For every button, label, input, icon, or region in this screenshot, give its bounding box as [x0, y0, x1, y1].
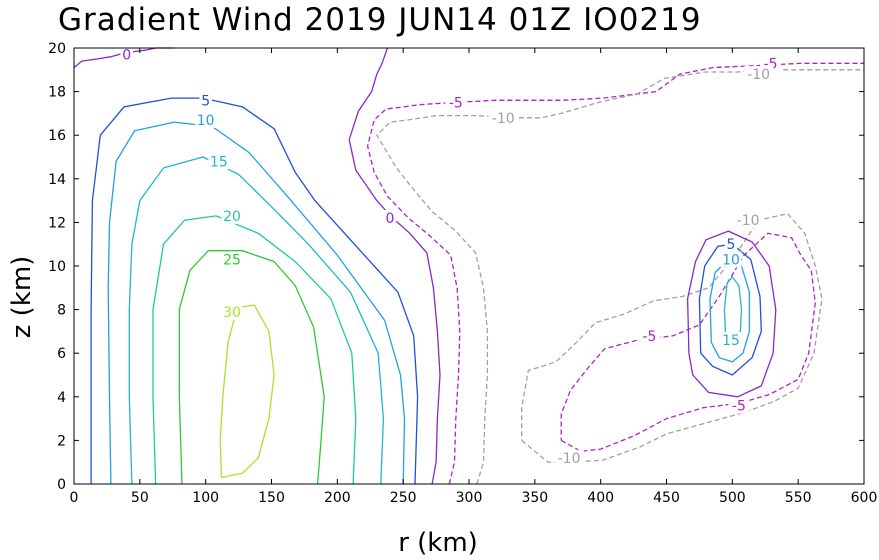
contour-line	[348, 47, 441, 485]
contour-label-bg	[638, 327, 660, 344]
contour-line	[698, 243, 762, 376]
contour-label-bg	[724, 236, 738, 253]
contour-label: 0	[122, 48, 131, 64]
contour-label-bg	[554, 449, 584, 466]
y-axis-label: z (km)	[7, 256, 37, 339]
contour-line	[560, 232, 816, 452]
contour-label-bg	[221, 251, 243, 268]
contour-label: 5	[727, 237, 736, 253]
y-tick-label: 16	[48, 128, 66, 144]
contour-label-bg	[445, 94, 467, 111]
contour-label-bg	[488, 109, 518, 126]
contour-line	[686, 230, 777, 398]
contour-label: 5	[201, 93, 210, 109]
x-tick-label: 300	[456, 490, 483, 506]
contour-label: 30	[223, 305, 241, 321]
x-tick-label: 0	[70, 490, 79, 506]
contour-line	[128, 156, 385, 485]
chart-title: Gradient Wind 2019 JUN14 01Z IO0219	[58, 2, 702, 38]
y-axis-ticks: 0 2 4 6 8 10 12 14 16 18 20	[48, 41, 864, 493]
contour-label-bg	[120, 46, 133, 63]
contour-label-bg	[720, 251, 742, 268]
contour-line	[178, 250, 325, 485]
y-tick-label: 4	[57, 390, 66, 406]
contour-label-bg	[221, 207, 243, 224]
contour-label: -10	[492, 111, 515, 127]
contour-line	[521, 212, 823, 463]
y-tick-label: 10	[48, 259, 66, 275]
contour-label: 15	[210, 154, 228, 170]
x-tick-label: 100	[192, 490, 219, 506]
contour-label-bg	[728, 397, 750, 414]
contour-label-bg	[199, 92, 212, 109]
contour-label: -5	[732, 399, 746, 415]
contour-label: -10	[737, 213, 760, 229]
y-tick-label: 18	[48, 85, 66, 101]
y-tick-label: 12	[48, 215, 66, 231]
x-axis-label: r (km)	[398, 528, 478, 558]
x-tick-label: 250	[390, 490, 417, 506]
contour-line	[366, 62, 864, 485]
contour-label: 10	[722, 252, 740, 268]
x-tick-label: 350	[521, 490, 548, 506]
y-tick-label: 6	[57, 346, 66, 362]
contour-label: 10	[197, 113, 215, 129]
x-tick-label: 200	[324, 490, 351, 506]
contour-label-bg	[383, 210, 397, 227]
x-tick-label: 600	[851, 490, 878, 506]
contour-label: 0	[386, 211, 395, 227]
x-tick-label: 450	[653, 490, 680, 506]
contour-label: 25	[223, 252, 241, 268]
x-axis-ticks: 0 50 100 150 200 250 300 350 400 450 500 550 600	[70, 48, 878, 506]
y-tick-label: 20	[48, 41, 66, 57]
contour-line	[375, 69, 864, 485]
contour-line	[709, 258, 751, 363]
x-tick-label: 400	[587, 490, 614, 506]
y-tick-label: 14	[48, 172, 66, 188]
contour-label: -10	[747, 67, 770, 83]
contour-line	[90, 97, 419, 485]
contour-label-bg	[208, 153, 230, 170]
contour-label: -5	[642, 329, 656, 345]
contour-label: -10	[558, 451, 581, 467]
y-tick-label: 0	[57, 477, 66, 493]
contour-layer	[73, 47, 864, 485]
x-tick-label: 50	[131, 490, 149, 506]
contour-label: 20	[223, 209, 241, 225]
contour-label-bg	[743, 66, 774, 83]
x-tick-label: 550	[785, 490, 812, 506]
contour-label-bg	[221, 303, 243, 320]
contour-line	[152, 215, 357, 485]
contour-label-bg	[733, 212, 763, 229]
contour-line	[219, 304, 275, 479]
x-tick-label: 150	[258, 490, 285, 506]
contour-label-bg	[195, 111, 217, 128]
plot-frame	[73, 47, 865, 485]
x-tick-label: 500	[719, 490, 746, 506]
contour-label-bg	[720, 332, 742, 349]
contour-label: 15	[722, 333, 740, 349]
contour-label: -5	[449, 96, 463, 112]
y-tick-label: 8	[57, 303, 66, 319]
y-tick-label: 2	[57, 433, 66, 449]
